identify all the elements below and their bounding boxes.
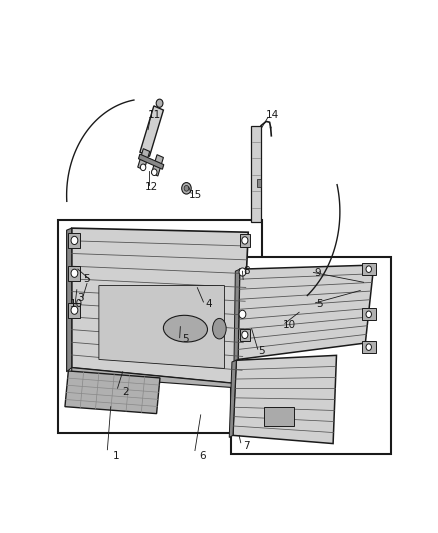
- Circle shape: [182, 183, 191, 194]
- Circle shape: [71, 236, 78, 245]
- Polygon shape: [138, 149, 150, 170]
- Circle shape: [366, 311, 371, 318]
- Text: 8: 8: [243, 266, 250, 276]
- Circle shape: [242, 331, 248, 338]
- Bar: [257, 179, 261, 187]
- Text: 7: 7: [243, 441, 250, 451]
- Text: 15: 15: [189, 190, 202, 200]
- Polygon shape: [234, 269, 240, 363]
- Polygon shape: [72, 368, 241, 388]
- Polygon shape: [140, 106, 163, 156]
- Circle shape: [242, 237, 248, 244]
- Polygon shape: [233, 356, 336, 443]
- Circle shape: [239, 310, 246, 318]
- Polygon shape: [229, 360, 237, 438]
- Polygon shape: [152, 155, 163, 176]
- Circle shape: [366, 344, 371, 350]
- Text: 3: 3: [77, 293, 84, 303]
- Text: 5: 5: [182, 334, 189, 344]
- Polygon shape: [362, 263, 375, 276]
- Bar: [231, 257, 391, 454]
- Polygon shape: [68, 266, 80, 281]
- Text: 11: 11: [148, 110, 162, 120]
- Polygon shape: [238, 265, 374, 359]
- Circle shape: [71, 269, 78, 277]
- Text: 12: 12: [145, 182, 158, 192]
- Polygon shape: [362, 308, 375, 320]
- Text: 14: 14: [265, 110, 279, 120]
- Polygon shape: [99, 286, 224, 368]
- Ellipse shape: [163, 316, 208, 342]
- Polygon shape: [68, 233, 80, 248]
- Circle shape: [71, 306, 78, 314]
- Text: 5: 5: [258, 346, 265, 356]
- Polygon shape: [65, 371, 160, 414]
- Circle shape: [141, 164, 146, 171]
- Text: 5: 5: [316, 299, 323, 309]
- Polygon shape: [362, 341, 375, 353]
- Text: 10: 10: [70, 299, 83, 309]
- Polygon shape: [68, 303, 80, 318]
- Text: 2: 2: [123, 387, 129, 397]
- Text: 9: 9: [314, 268, 321, 278]
- Text: 4: 4: [206, 299, 212, 309]
- Bar: [58, 220, 262, 433]
- Bar: [264, 407, 294, 426]
- Ellipse shape: [212, 318, 226, 339]
- Circle shape: [156, 99, 163, 107]
- Polygon shape: [67, 228, 72, 372]
- Circle shape: [152, 169, 157, 175]
- Text: 10: 10: [283, 320, 296, 329]
- Circle shape: [366, 266, 371, 272]
- Polygon shape: [240, 235, 250, 247]
- Polygon shape: [240, 329, 250, 341]
- Text: 6: 6: [199, 451, 206, 461]
- Circle shape: [239, 268, 246, 276]
- Polygon shape: [251, 126, 261, 222]
- Polygon shape: [138, 154, 164, 169]
- Polygon shape: [72, 228, 248, 384]
- Text: 1: 1: [113, 451, 119, 461]
- Text: 5: 5: [84, 274, 90, 285]
- Circle shape: [184, 185, 189, 191]
